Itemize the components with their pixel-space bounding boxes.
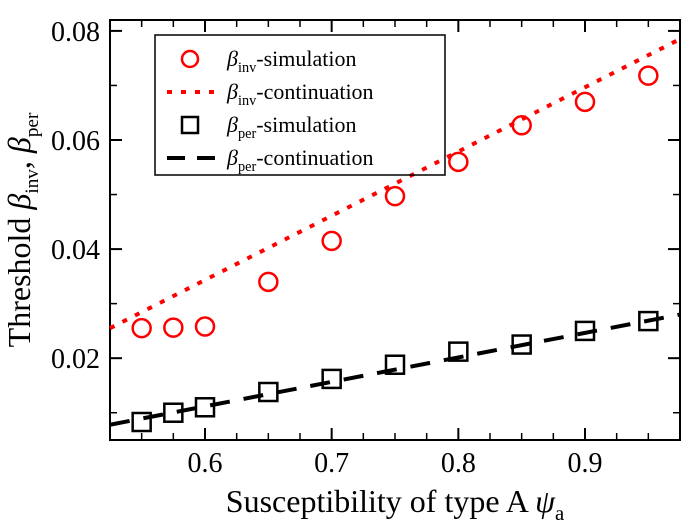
- svg-text:Threshold βinv, βper: Threshold βinv, βper: [1, 112, 43, 347]
- svg-text:βinv-simulation: βinv-simulation: [226, 46, 356, 76]
- svg-text:0.7: 0.7: [314, 448, 349, 479]
- svg-text:0.02: 0.02: [51, 344, 100, 375]
- svg-text:0.08: 0.08: [51, 17, 100, 48]
- svg-text:0.8: 0.8: [441, 448, 476, 479]
- svg-text:βinv-continuation: βinv-continuation: [226, 79, 374, 109]
- svg-text:0.06: 0.06: [51, 126, 100, 157]
- chart-svg: 0.6 0.7 0.8 0.9 0.02 0.04 0.06 0.08 Susceptibili…: [0, 0, 700, 525]
- svg-text:βper-continuation: βper-continuation: [226, 145, 374, 175]
- svg-text:0.6: 0.6: [188, 448, 223, 479]
- threshold-chart: 0.6 0.7 0.8 0.9 0.02 0.04 0.06 0.08 Susceptibili…: [0, 0, 700, 525]
- svg-text:0.04: 0.04: [51, 235, 100, 266]
- svg-text:0.9: 0.9: [568, 448, 603, 479]
- svg-text:βper-simulation: βper-simulation: [226, 112, 356, 142]
- svg-text:Susceptibility of type A ψa: Susceptibility of type A ψa: [226, 483, 564, 525]
